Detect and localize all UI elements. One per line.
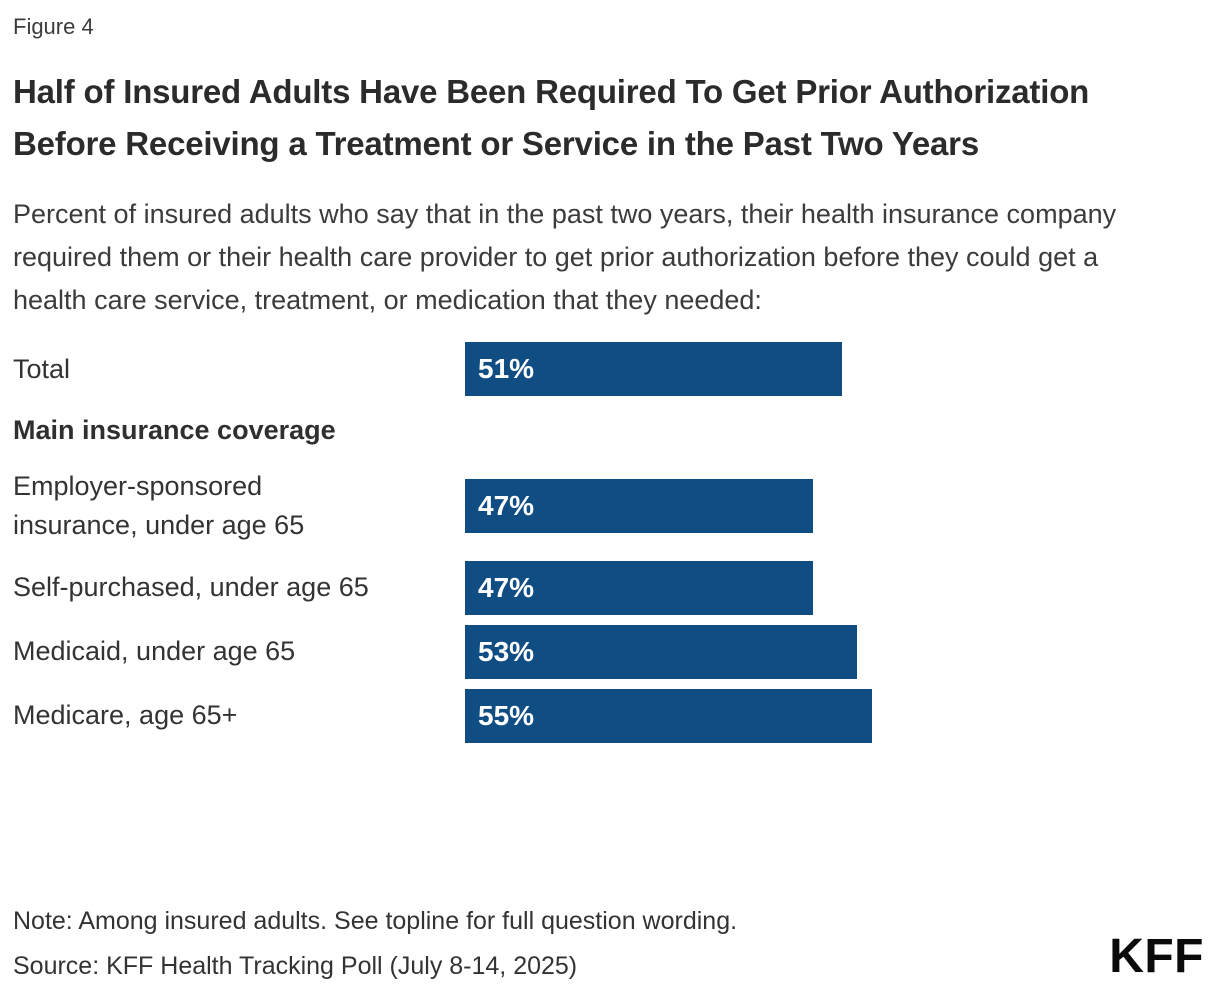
bar-track: 51%: [465, 342, 1204, 397]
chart-subtitle: Percent of insured adults who say that i…: [13, 198, 1117, 316]
bar-value-medicaid: 53%: [478, 635, 535, 667]
bar-row-self-purchased: Self-purchased, under age 65 47%: [13, 560, 1204, 615]
category-label-medicaid: Medicaid, under age 65: [13, 636, 296, 667]
group-header-main-insurance-coverage: Main insurance coverage: [13, 415, 336, 446]
bar-track: 53%: [465, 624, 1204, 679]
bar-value-medicare: 55%: [478, 699, 535, 731]
chart-title: Half of Insured Adults Have Been Require…: [13, 73, 1090, 162]
bar-track: 55%: [465, 688, 1204, 743]
source-text: Source: KFF Health Tracking Poll (July 8…: [13, 951, 578, 980]
bar-value-total: 51%: [478, 353, 535, 385]
category-label-self-purchased: Self-purchased, under age 65: [13, 572, 369, 603]
figure-label: Figure 4: [13, 14, 94, 39]
bar-row-medicaid: Medicaid, under age 65 53%: [13, 624, 1204, 679]
bar-chart: Total 51% Main insurance coverage Employ…: [13, 342, 1204, 743]
category-label-medicare: Medicare, age 65+: [13, 700, 238, 731]
bar-track: 47%: [465, 560, 1204, 615]
note-text: Note: Among insured adults. See topline …: [13, 906, 738, 935]
category-label-employer-sponsored: Employer-sponsored insurance, under age …: [13, 467, 465, 545]
bar-employer-sponsored: 47%: [465, 478, 813, 533]
kff-logo: KFF: [1109, 930, 1204, 983]
bar-row-medicare: Medicare, age 65+ 55%: [13, 688, 1204, 743]
category-label-employer-sponsored-text: Employer-sponsored insurance, under age …: [13, 470, 305, 540]
bar-self-purchased: 47%: [465, 560, 813, 615]
bar-value-employer-sponsored: 47%: [478, 489, 535, 521]
bar-total: 51%: [465, 342, 842, 397]
category-label-total: Total: [13, 353, 71, 384]
bar-medicaid: 53%: [465, 624, 857, 679]
bar-track: 47%: [465, 478, 1204, 533]
bar-row-employer-sponsored: Employer-sponsored insurance, under age …: [13, 464, 1204, 548]
chart-footer: Note: Among insured adults. See topline …: [13, 906, 1204, 984]
bar-medicare: 55%: [465, 688, 872, 743]
bar-value-self-purchased: 47%: [478, 571, 535, 603]
bar-row-total: Total 51%: [13, 342, 1204, 397]
